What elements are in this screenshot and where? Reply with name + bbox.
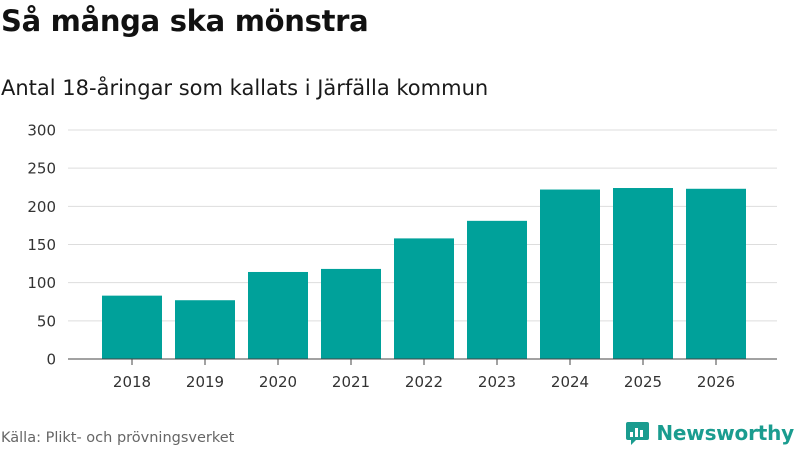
bar-2025 (613, 188, 673, 359)
y-tick-label: 150 (27, 236, 56, 254)
y-tick-label: 50 (37, 312, 56, 330)
y-tick-label: 0 (46, 351, 56, 369)
bar-2022 (394, 238, 454, 359)
bar-2021 (321, 268, 381, 359)
newsworthy-logo-icon (626, 422, 650, 445)
x-tick-label: 2026 (697, 373, 735, 391)
chart-title: Så många ska mönstra (1, 4, 369, 38)
bar-2018 (102, 295, 162, 359)
chart-subtitle: Antal 18-åringar som kallats i Järfälla … (1, 76, 489, 100)
y-tick-label: 300 (27, 122, 56, 140)
x-tick-label: 2025 (624, 373, 662, 391)
x-tick-label: 2019 (186, 373, 224, 391)
x-tick-label: 2024 (551, 373, 589, 391)
x-tick-label: 2022 (405, 373, 443, 391)
bar-2020 (248, 271, 308, 359)
y-tick-label: 200 (27, 198, 56, 216)
bar-2024 (540, 189, 600, 359)
x-tick-label: 2018 (113, 373, 151, 391)
source-note: Källa: Plikt- och prövningsverket (1, 430, 235, 446)
x-tick-label: 2020 (259, 373, 297, 391)
x-tick-label: 2023 (478, 373, 516, 391)
brand: Newsworthy (625, 420, 794, 446)
brand-name: Newsworthy (656, 421, 794, 445)
y-tick-label: 100 (27, 274, 56, 292)
bar-2026 (686, 188, 746, 359)
x-tick-label: 2021 (332, 373, 370, 391)
y-tick-label: 250 (27, 160, 56, 178)
bar-2023 (467, 220, 527, 359)
bar-2019 (175, 300, 235, 359)
